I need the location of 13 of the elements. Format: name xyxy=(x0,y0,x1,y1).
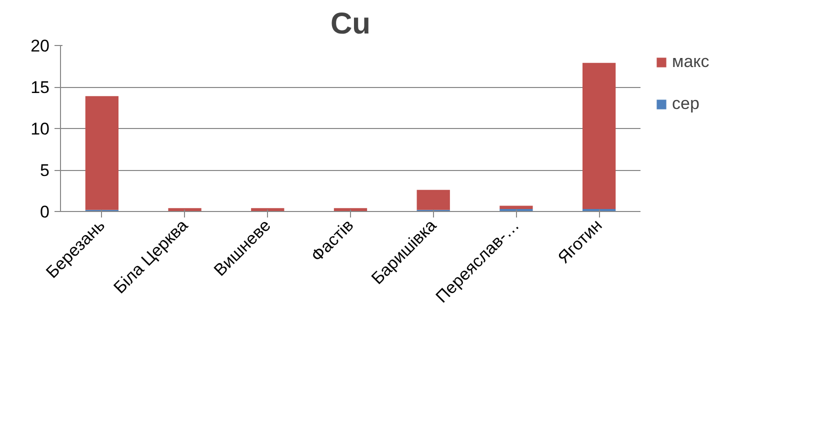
y-tick-label: 10 xyxy=(30,120,50,138)
chart-title: Cu xyxy=(330,8,371,40)
y-tick-label: 20 xyxy=(30,36,50,56)
y-tick-label: 5 xyxy=(40,161,50,180)
bar xyxy=(500,206,533,210)
legend-label: сер xyxy=(672,94,700,114)
bar xyxy=(582,62,616,210)
bar xyxy=(85,96,118,210)
y-tick-label: 15 xyxy=(30,78,50,97)
legend-label: макс xyxy=(672,52,710,72)
bar xyxy=(416,190,450,210)
y-tick-label: 0 xyxy=(40,202,50,222)
bar xyxy=(168,208,202,212)
